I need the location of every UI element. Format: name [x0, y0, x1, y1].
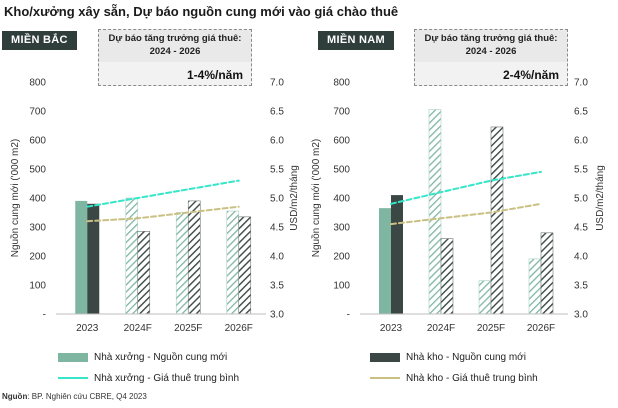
legend-swatch-warehouse-line [370, 377, 400, 380]
bar-warehouse-supply [87, 203, 100, 314]
bar-warehouse-supply [490, 126, 504, 315]
forecast-box-header [99, 30, 251, 62]
y-tick-label: 200 [29, 252, 46, 263]
y-tick-label: 400 [29, 194, 46, 205]
legend-label: Nhà kho - Nguồn cung mới [406, 352, 526, 363]
forecast-label-north: Dự báo tăng trưởng giá thuê: 2024 - 2026 [108, 33, 242, 57]
line-warehouse-rent [86, 205, 240, 223]
y-tick-label: 600 [333, 136, 350, 147]
y2-axis-title: USD/m2/tháng [289, 165, 300, 231]
y-axis-title: Nguồn cung mới ('000 m2) [310, 139, 322, 258]
forecast-box-south: Dự báo tăng trưởng giá thuê: 2024 - 2026… [414, 29, 568, 86]
y2-tick-label: 4.0 [574, 252, 588, 263]
x-tick-label: 2023 [380, 323, 403, 334]
y2-axis-title: USD/m2/tháng [595, 165, 606, 231]
bar-warehouse-supply [391, 195, 403, 314]
y-tick-label: 700 [333, 107, 350, 118]
forecast-box-header [415, 30, 567, 62]
x-tick-label: 2026F [225, 323, 253, 334]
y2-tick-label: 3.0 [270, 310, 284, 321]
bar-factory-supply [428, 109, 442, 315]
forecast-value-south: 2-4%/năm [502, 68, 559, 82]
y2-tick-label: 5.5 [270, 165, 284, 176]
legend-item-factory-rent: Nhà xưởng - Giá thuê trung bình [58, 373, 239, 385]
forecast-label-south: Dự báo tăng trưởng giá thuê: 2024 - 2026 [424, 33, 558, 57]
chart-title: Kho/xưởng xây sẵn, Dự báo nguồn cung mới… [4, 4, 399, 19]
bar-warehouse-supply [440, 238, 454, 315]
region-label-north: MIỀN BẮC [2, 31, 77, 50]
y-tick-label: - [43, 310, 46, 321]
legend-swatch-factory-line [58, 377, 88, 380]
y-tick-label: 300 [29, 223, 46, 234]
bar-factory-supply [478, 280, 492, 315]
source-label: Nguồn [2, 392, 28, 401]
y-tick-label: 100 [29, 281, 46, 292]
bar-factory-supply [75, 200, 88, 314]
y-tick-label: 300 [333, 223, 350, 234]
y2-tick-label: 5.0 [574, 194, 588, 205]
y2-tick-label: 4.5 [574, 223, 588, 234]
bar-factory-supply [226, 210, 240, 315]
y-tick-label: 100 [333, 281, 350, 292]
y-tick-label: 700 [29, 107, 46, 118]
line-warehouse-rent [390, 202, 542, 226]
bar-warehouse-supply [187, 200, 201, 315]
legend-swatch-factory-bar [58, 352, 88, 362]
y2-tick-label: 7.0 [574, 78, 588, 89]
legend-label: Nhà kho - Giá thuê trung bình [406, 373, 538, 384]
bar-warehouse-supply [540, 232, 554, 315]
line-factory-rent [390, 170, 542, 205]
y2-tick-label: 6.0 [270, 136, 284, 147]
x-tick-label: 2026F [527, 323, 555, 334]
y-tick-label: 500 [333, 165, 350, 176]
source-text: : BP. Nghiên cứu CBRE, Q4 2023 [27, 392, 147, 401]
bar-warehouse-supply [137, 231, 151, 315]
y2-tick-label: 7.0 [270, 78, 284, 89]
y2-tick-label: 5.5 [574, 165, 588, 176]
bar-factory-supply [379, 208, 391, 314]
forecast-value-north: 1-4%/năm [186, 68, 243, 82]
legend-label: Nhà xưởng - Giá thuê trung bình [94, 373, 239, 384]
y-axis-title: Nguồn cung mới ('000 m2) [9, 139, 21, 258]
x-tick-label: 2024F [124, 323, 152, 334]
x-tick-label: 2024F [427, 323, 455, 334]
bar-warehouse-supply [238, 216, 252, 315]
source-note: Nguồn: BP. Nghiên cứu CBRE, Q4 2023 [2, 392, 147, 401]
y-tick-label: - [347, 310, 350, 321]
x-tick-label: 2025F [174, 323, 202, 334]
y-tick-label: 400 [333, 194, 350, 205]
y2-tick-label: 3.0 [574, 310, 588, 321]
bar-factory-supply [528, 258, 542, 315]
legend-item-warehouse-supply: Nhà kho - Nguồn cung mới [370, 352, 526, 364]
legend-item-warehouse-rent: Nhà kho - Giá thuê trung bình [370, 373, 538, 385]
y2-tick-label: 3.5 [574, 281, 588, 292]
y2-tick-label: 6.5 [270, 107, 284, 118]
forecast-box-north: Dự báo tăng trưởng giá thuê: 2024 - 2026… [98, 29, 252, 86]
y-tick-label: 800 [333, 78, 350, 89]
y-tick-label: 500 [29, 165, 46, 176]
y-tick-label: 800 [29, 78, 46, 89]
legend-swatch-warehouse-bar [370, 352, 400, 362]
y2-tick-label: 4.5 [270, 223, 284, 234]
x-tick-label: 2025F [477, 323, 505, 334]
x-tick-label: 2023 [76, 323, 99, 334]
y-tick-label: 200 [333, 252, 350, 263]
y2-tick-label: 4.0 [270, 252, 284, 263]
y2-tick-label: 6.0 [574, 136, 588, 147]
bar-factory-supply [125, 197, 139, 315]
y-tick-label: 600 [29, 136, 46, 147]
y2-tick-label: 5.0 [270, 194, 284, 205]
legend-item-factory-supply: Nhà xưởng - Nguồn cung mới [58, 352, 227, 364]
legend-label: Nhà xưởng - Nguồn cung mới [94, 352, 228, 363]
y2-tick-label: 6.5 [574, 107, 588, 118]
region-label-south: MIỀN NAM [318, 31, 395, 50]
y2-tick-label: 3.5 [270, 281, 284, 292]
bar-factory-supply [175, 212, 189, 315]
line-factory-rent [86, 179, 240, 208]
